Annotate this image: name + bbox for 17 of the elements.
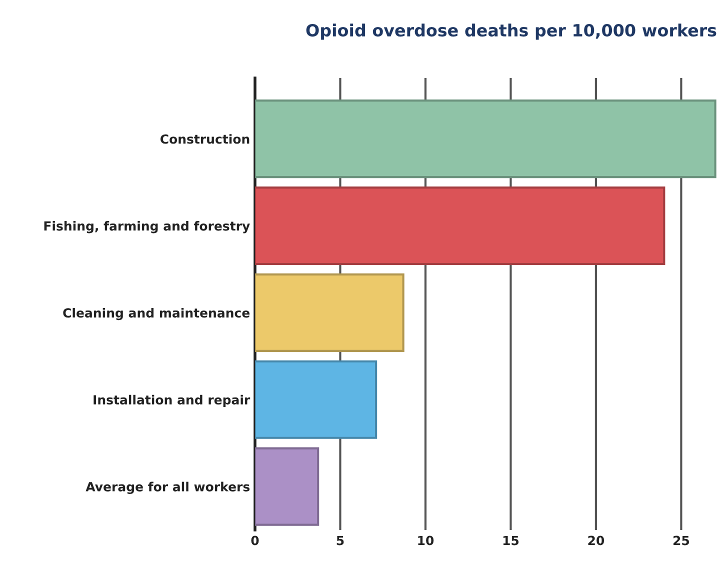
x-tick-label: 25 (673, 536, 690, 546)
x-tick-label: 10 (418, 536, 434, 546)
bar (255, 360, 378, 439)
y-tick-label: Construction (160, 134, 250, 144)
y-tick-label: Cleaning and maintenance (63, 308, 250, 320)
bar (255, 100, 716, 178)
y-tick-label: Installation and repair (94, 394, 250, 407)
x-tick-label: 15 (503, 536, 519, 546)
y-tick-label: Fishing, farming and forestry (44, 221, 250, 234)
x-tick-label: 20 (588, 536, 604, 546)
bar (255, 273, 404, 352)
x-tick-label: 0 (251, 536, 259, 546)
bar (255, 186, 666, 266)
chart-title: Opioid overdose deaths per 10,000 workers (306, 24, 716, 40)
x-tick-label: 5 (336, 536, 344, 546)
bar (255, 447, 320, 526)
y-tick-label: Average for all workers (86, 482, 250, 494)
